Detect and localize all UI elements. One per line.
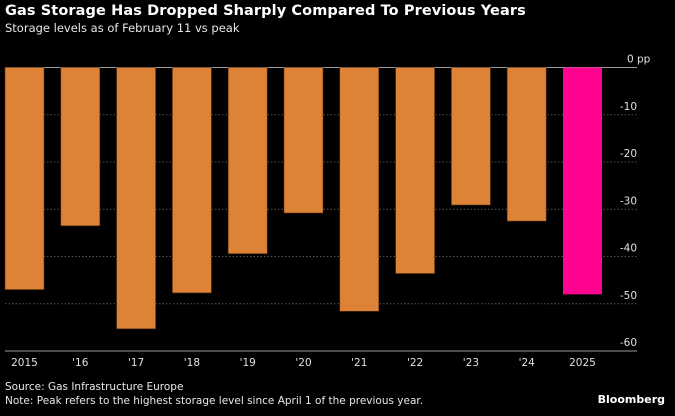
x-tick-label: '18	[184, 357, 200, 369]
chart-subtitle: Storage levels as of February 11 vs peak	[5, 21, 240, 35]
y-tick-label: -40	[620, 243, 637, 255]
x-tick-label: '20	[295, 357, 311, 369]
x-tick-label: '16	[72, 357, 89, 369]
bar-23	[451, 67, 491, 206]
note-text: Note: Peak refers to the highest storage…	[5, 395, 424, 407]
bar-16	[60, 67, 101, 227]
bar-17	[116, 67, 156, 330]
bar-24	[506, 67, 547, 222]
y-tick-label: -10	[620, 101, 637, 113]
bar-19	[227, 67, 268, 254]
x-tick-label: '21	[351, 357, 367, 369]
x-tick-label: 2025	[569, 357, 596, 369]
x-tick-label: '22	[407, 357, 423, 369]
y-tick-label: 0 pp	[627, 54, 651, 66]
bar-22	[395, 67, 435, 274]
bar-2015	[4, 67, 45, 290]
bar-21	[339, 67, 380, 312]
chart-title: Gas Storage Has Dropped Sharply Compared…	[5, 3, 526, 19]
x-tick-label: '19	[240, 357, 256, 369]
x-axis-ticks: 2015 '16 '17 '18 '19 '20 '21 '22 '23 '24 2025	[11, 357, 596, 369]
y-axis-ticks: 0 pp -10 -20 -30 -40 -50 -60	[620, 54, 651, 350]
y-tick-label: -60	[620, 337, 637, 349]
x-tick-label: 2015	[11, 357, 38, 369]
bars	[4, 67, 602, 330]
x-tick-label: '23	[463, 357, 479, 369]
bar-2025	[563, 67, 602, 295]
y-tick-label: -30	[620, 195, 637, 207]
bar-20	[283, 67, 324, 214]
bar-18	[172, 67, 212, 294]
x-tick-label: '17	[128, 357, 144, 369]
x-tick-label: '24	[519, 357, 536, 369]
y-tick-label: -50	[620, 290, 637, 302]
source-text: Source: Gas Infrastructure Europe	[5, 381, 184, 393]
y-tick-label: -20	[620, 148, 637, 160]
bloomberg-logo: Bloomberg	[597, 393, 665, 406]
